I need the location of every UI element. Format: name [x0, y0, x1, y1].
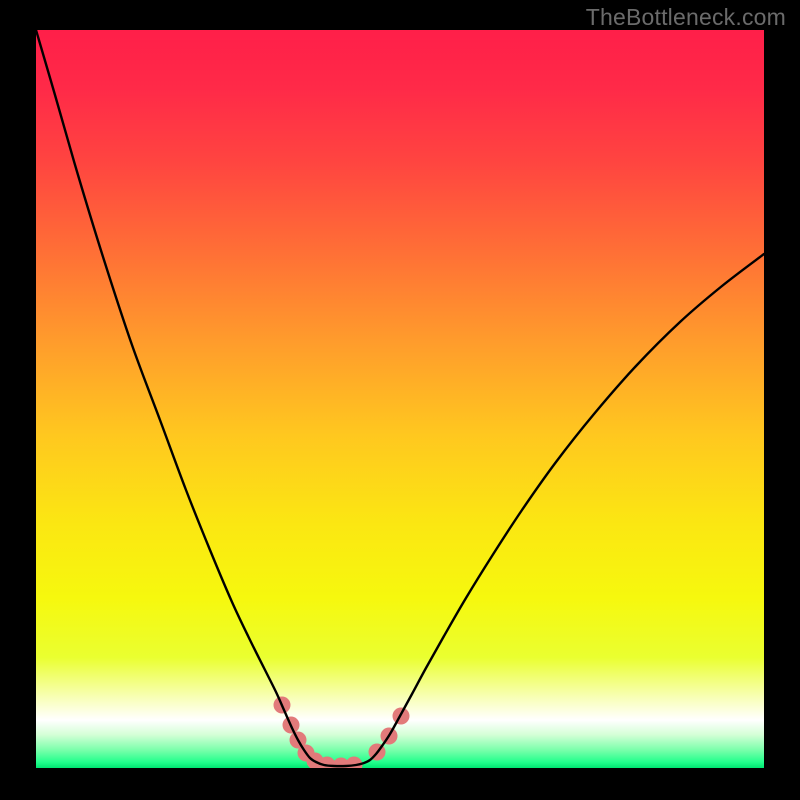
- overlay-svg: [36, 30, 764, 768]
- plot-area: [36, 30, 764, 768]
- watermark-text: TheBottleneck.com: [586, 4, 786, 31]
- gradient-bg: [36, 30, 764, 768]
